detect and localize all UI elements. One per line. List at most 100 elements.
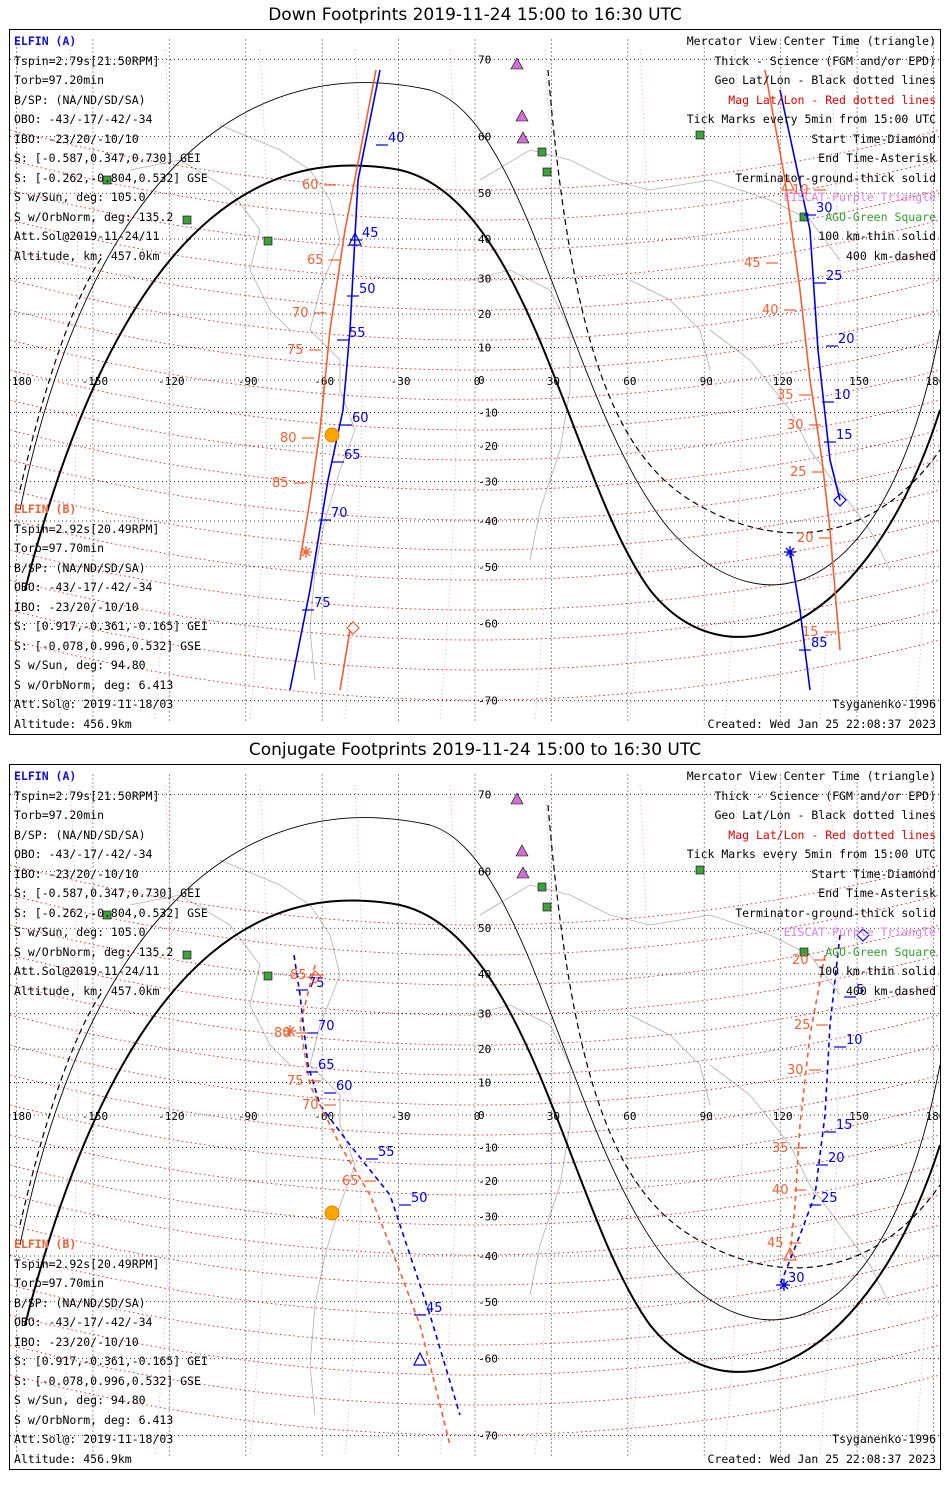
purple-meridian-7 — [724, 49, 744, 721]
elfin-b-info: ELFIN (B) Tspin=2.92s[20.49RPM] Torb=97.70… — [14, 500, 208, 734]
legend-item: 400 km-dashed — [845, 983, 936, 998]
mag-lat-line-7 — [10, 339, 940, 401]
elfin-a-tick-label: 70 — [331, 506, 348, 521]
map-legend: Mercator View Center Time (triangle) Thic… — [687, 32, 936, 266]
geo-grid — [10, 774, 940, 1456]
terminators — [19, 69, 940, 638]
center-triangle-icon — [348, 231, 362, 246]
mag-lat-line-3 — [10, 954, 940, 1016]
elfin-a-footprint-2 — [789, 549, 811, 691]
elfin-b-tick-label: 15 — [802, 625, 819, 640]
legend-item: Start Time-Diamond — [811, 131, 936, 146]
lat-tick-label: 70 — [478, 53, 491, 66]
purple-meridian-8 — [819, 784, 839, 1456]
elfin-b-footprint-1 — [789, 954, 826, 1256]
footer-model: Tsyganenko-1996 — [832, 697, 936, 711]
map-canvas: -180-150-120-90-60-300306090120150180706… — [10, 39, 940, 721]
ago-square-icon — [537, 147, 547, 157]
elfin-a-tick-label: 55 — [378, 1145, 395, 1160]
lon-tick-label: -120 — [158, 375, 185, 388]
purple-meridian-6 — [629, 49, 649, 721]
legend-item: Thick - Science (FGM and/or EPD) — [714, 788, 936, 803]
eiscat-meridians — [59, 784, 934, 1456]
elfin-a-info: ELFIN (A) Tspin=2.79s[21.50RPM] Torb=97.20… — [14, 32, 208, 266]
lat-tick-label: 10 — [478, 342, 491, 355]
elfin-b-footprint-2 — [764, 69, 841, 651]
mag-lat-line-14 — [10, 1284, 940, 1346]
elfin-a-info-line: IBO: -23/20/-10/10 — [14, 131, 139, 146]
elfin-b-info-line: Torb=97.70min — [14, 1276, 105, 1290]
purple-meridian-3 — [344, 49, 364, 721]
elfin-a-tick-label: 15 — [836, 1118, 853, 1133]
elfin-a-tick-label: 50 — [411, 1191, 428, 1206]
lat-tick-label: -30 — [478, 476, 498, 489]
mag-lat-line-9 — [10, 399, 940, 461]
lon-tick-label: 60 — [623, 1110, 636, 1123]
center-triangle-icon — [413, 1351, 427, 1366]
elfin-a-info-line: S w/Sun, deg: 105.0 — [14, 925, 146, 939]
legend-item: Terminator-ground-thick solid — [735, 170, 936, 185]
purple-meridian-9 — [914, 49, 934, 721]
mag-lat-line-12 — [10, 489, 940, 551]
footprints — [293, 934, 841, 1446]
elfin-a-info-line: OBO: -43/-17/-42/-34 — [14, 847, 153, 861]
elfin-b-info-line: S: [0.917,-0.361,-0.165] GEI — [14, 619, 208, 633]
lat-tick-label: 30 — [478, 272, 491, 285]
start-diamond-icon — [856, 928, 870, 942]
mag-lat-line-1 — [10, 159, 940, 221]
legend-item: Start Time-Diamond — [811, 866, 936, 881]
elfin-a-info: ELFIN (A) Tspin=2.79s[21.50RPM] Torb=97.20… — [14, 767, 208, 1001]
center-triangle-icon — [781, 176, 795, 191]
elfin-a-tick-label: 40 — [388, 131, 405, 146]
mag-lat-line-11 — [10, 1194, 940, 1256]
elfin-a-info-line: S w/Sun, deg: 105.0 — [14, 190, 146, 204]
purple-meridian-6 — [629, 784, 649, 1456]
lat-tick-label: 50 — [478, 922, 491, 935]
elfin-b-tick-label: 65 — [307, 253, 324, 268]
elfin-a-tick-label: 15 — [836, 428, 853, 443]
elfin-a-info-line: Att.Sol@2019-11-24/11 — [14, 964, 160, 978]
elfin-b-footprint-0 — [299, 69, 377, 561]
elfin-b-tick-label: 70 — [292, 306, 309, 321]
purple-meridian-2 — [249, 49, 269, 721]
mag-lat-line-9 — [10, 1134, 940, 1196]
purple-meridian-3 — [344, 784, 364, 1456]
purple-meridian-5 — [534, 784, 554, 1456]
elfin-b-tick-label: 80 — [274, 1026, 291, 1041]
legend-item: EISCAT-Purple Triangle — [783, 190, 936, 204]
terminator-400km-east — [547, 69, 940, 534]
terminators — [19, 804, 940, 1373]
legend-item: 100 km-thin solid — [818, 229, 936, 243]
purple-meridian-5 — [534, 49, 554, 721]
lon-tick-label: 90 — [700, 375, 713, 388]
coast-segment-0 — [219, 124, 356, 681]
stations — [102, 792, 809, 981]
elfin-a-info-line: S: [-0.587,0.347,0.730] GEI — [14, 886, 201, 900]
elfin-b-tick-label: 35 — [772, 1141, 789, 1156]
elfin-b-tick-label: 35 — [777, 388, 794, 403]
ago-square-icon — [102, 175, 112, 185]
lat-tick-label: -60 — [478, 617, 498, 630]
legend-item: Thick - Science (FGM and/or EPD) — [714, 53, 936, 68]
lat-tick-label: -30 — [478, 1211, 498, 1224]
terminator-100km — [19, 817, 940, 1321]
elfin-b-info-line: S: [-0.078,0.996,0.532] GSE — [14, 638, 201, 653]
legend-item: Tick Marks every 5min from 15:00 UTC — [686, 112, 936, 126]
mag-lat-line-4 — [10, 249, 940, 311]
footer-model: Tsyganenko-1996 — [832, 1432, 936, 1446]
legend-item: End Time-Asterisk — [818, 151, 936, 165]
legend-item: Mag Lat/Lon - Red dotted lines — [728, 827, 936, 842]
elfin-a-tick-label: 10 — [834, 388, 851, 403]
lon-tick-label: 0 — [474, 375, 481, 388]
mag-lat-line-14 — [10, 549, 940, 611]
ago-square-icon — [542, 167, 552, 177]
legend-item: 400 km-dashed — [845, 248, 936, 263]
lat-tick-label: -40 — [478, 1250, 498, 1263]
mag-lat-line-10 — [10, 429, 940, 491]
mag-lat-line-17 — [10, 639, 940, 701]
lat-tick-label: 0 — [478, 1109, 485, 1122]
mag-lat-line-12 — [10, 1224, 940, 1286]
lon-tick-label: 120 — [773, 1110, 793, 1123]
lon-tick-label: -90 — [238, 1110, 258, 1123]
elfin-b-tick-label: 85 — [272, 476, 289, 491]
